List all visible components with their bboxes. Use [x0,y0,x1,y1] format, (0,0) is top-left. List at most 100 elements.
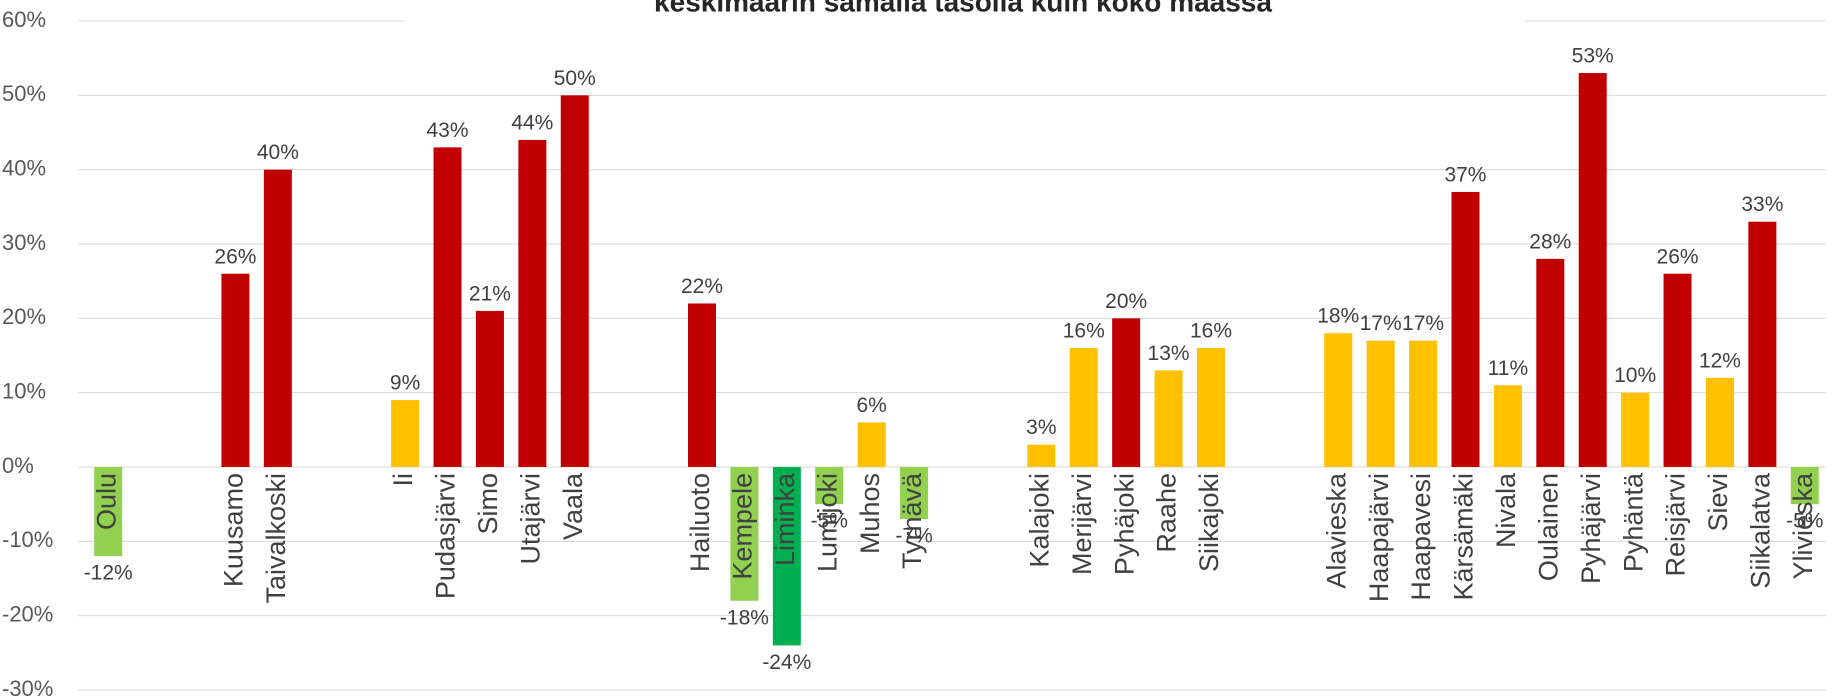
x-tick-label: Kalajoki [1024,473,1054,568]
bar [1324,333,1353,467]
x-tick-label: Tyrnävä [897,472,927,569]
value-label: 16% [1190,320,1232,343]
value-label: -24% [762,651,811,674]
bar [94,467,123,557]
y-tick-label: 30% [2,230,46,255]
x-tick-label: Haapajärvi [1364,473,1394,602]
y-tick-label: -30% [2,676,53,699]
bar [1578,73,1607,468]
value-label: -12% [84,562,133,585]
value-label: 44% [511,111,553,134]
y-tick-label: 40% [2,155,46,180]
x-tick-label: Vaala [558,472,588,540]
x-tick-label: Ii [388,473,418,487]
y-tick-label: 10% [2,378,46,403]
bar [900,467,929,520]
x-tick-label: Taivalkoski [261,473,291,604]
value-label: 9% [390,372,420,395]
bar [1027,444,1056,467]
bar [1790,467,1819,505]
value-label: 11% [1488,357,1528,380]
value-label: -7% [895,525,932,548]
bar [1748,221,1777,467]
x-tick-label: Kempele [728,473,758,580]
value-label: 50% [554,67,596,90]
x-tick-label: Simo [473,473,503,535]
value-label: 43% [427,119,469,142]
value-label: 33% [1741,193,1783,216]
x-tick-label: Merijärvi [1067,473,1097,575]
bar [221,273,250,467]
value-label: 3% [1026,416,1056,439]
value-label: -5% [811,510,848,533]
x-tick-label: Oulu [91,473,121,530]
value-label: 28% [1529,230,1571,253]
y-tick-label: -20% [2,601,53,626]
value-label: 12% [1699,349,1741,372]
bar [815,467,844,505]
value-label: 18% [1317,305,1359,328]
value-label: -5% [1786,510,1823,533]
value-label: 17% [1360,312,1402,335]
x-tick-label: Ylivieska [1788,472,1818,580]
value-label: 21% [469,282,511,305]
value-label: 26% [214,245,256,268]
bar [1196,348,1225,467]
chart-title: keskimäärin samalla tasolla kuin koko ma… [654,0,1272,17]
bar [1112,318,1141,467]
value-label: 26% [1657,245,1699,268]
value-label: 6% [856,394,886,417]
x-tick-label: Reisjärvi [1661,473,1691,577]
bar [730,467,759,601]
value-label: 40% [257,141,299,164]
x-tick-label: Raahe [1152,473,1182,553]
x-tick-label: Pyhäntä [1618,472,1648,572]
x-tick-label: Haapavesi [1406,473,1436,601]
x-tick-label: Siikajoki [1194,473,1224,572]
value-label: 17% [1402,312,1444,335]
x-tick-label: Pyhäjoki [1109,473,1139,575]
value-label: 37% [1444,164,1486,187]
bar [1154,370,1183,467]
x-tick-label: Utajärvi [515,473,545,565]
bar [1663,273,1692,467]
x-tick-label: Muhos [855,473,885,554]
bar [1451,191,1480,467]
y-tick-label: 60% [2,7,46,32]
bar [560,95,589,467]
bar [772,467,801,646]
bar [1366,340,1395,467]
value-label: -18% [720,606,769,629]
x-tick-label: Siikalatva [1746,472,1776,589]
value-label: 10% [1614,364,1656,387]
value-label: 13% [1148,342,1190,365]
x-tick-label: Kuusamo [219,473,249,587]
x-tick-label: Nivala [1491,472,1521,548]
x-tick-label: Liminka [770,472,800,566]
x-tick-label: Alavieska [1321,472,1351,589]
x-tick-label: Sievi [1703,473,1733,532]
bar [263,169,292,467]
bar [391,400,420,467]
x-tick-label: Hailuoto [685,473,715,572]
x-tick-label: Oulainen [1533,473,1563,581]
bar [1069,348,1098,467]
bar [1536,258,1565,467]
grid [78,20,1826,691]
y-tick-label: 0% [2,453,34,478]
bar [475,310,504,467]
x-tick-label: Lumijoki [812,473,842,572]
value-label: 53% [1572,45,1614,68]
bar [1705,377,1734,467]
title-background [405,0,1525,22]
bar [433,147,462,467]
value-label: 16% [1063,320,1105,343]
bar [1409,340,1438,467]
y-tick-label: 50% [2,81,46,106]
x-tick-label: Kärsämäki [1449,473,1479,601]
y-tick-label: 20% [2,304,46,329]
value-label: 20% [1105,290,1147,313]
bar [857,422,886,467]
